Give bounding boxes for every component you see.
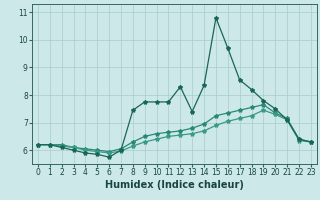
X-axis label: Humidex (Indice chaleur): Humidex (Indice chaleur): [105, 180, 244, 190]
